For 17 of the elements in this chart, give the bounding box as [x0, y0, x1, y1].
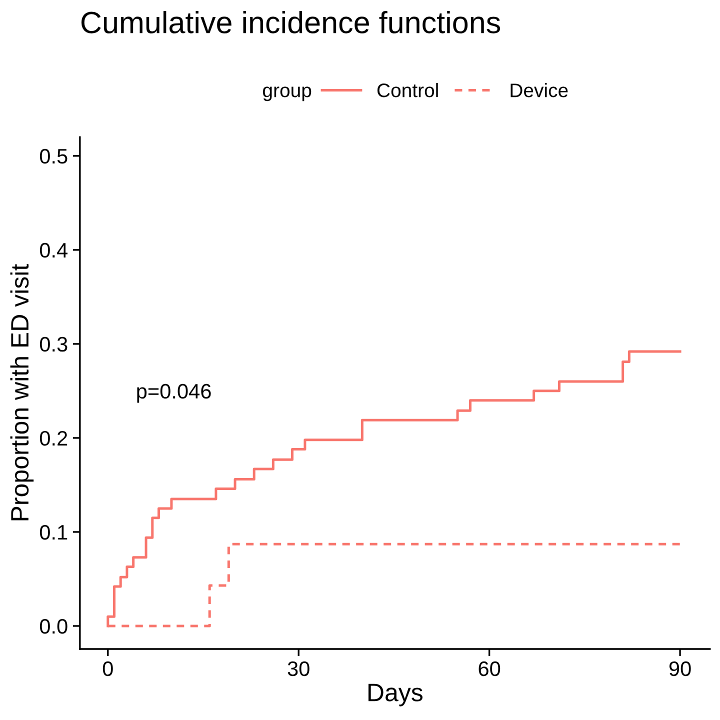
- chart-title: Cumulative incidence functions: [81, 10, 500, 34]
- x-tick-label: 0: [102, 661, 113, 676]
- y-tick-label: 0.0: [40, 618, 68, 634]
- x-axis-title: Days: [368, 684, 422, 706]
- y-axis-title: Proportion with ED visit: [10, 264, 34, 520]
- legend-title: group: [263, 86, 312, 102]
- x-tick-label: 30: [288, 661, 310, 676]
- y-tick-label: 0.3: [40, 336, 68, 352]
- x-tick-label: 60: [478, 661, 500, 676]
- y-tick-label: 0.1: [40, 524, 68, 540]
- annotation: p=0.046: [137, 384, 211, 403]
- legend-label: Control: [377, 82, 438, 98]
- y-tick-label: 0.2: [40, 430, 68, 446]
- legend-label: Device: [510, 82, 568, 98]
- x-tick-label: 90: [669, 661, 691, 676]
- y-tick-label: 0.4: [40, 242, 68, 258]
- y-tick-label: 0.5: [40, 148, 68, 164]
